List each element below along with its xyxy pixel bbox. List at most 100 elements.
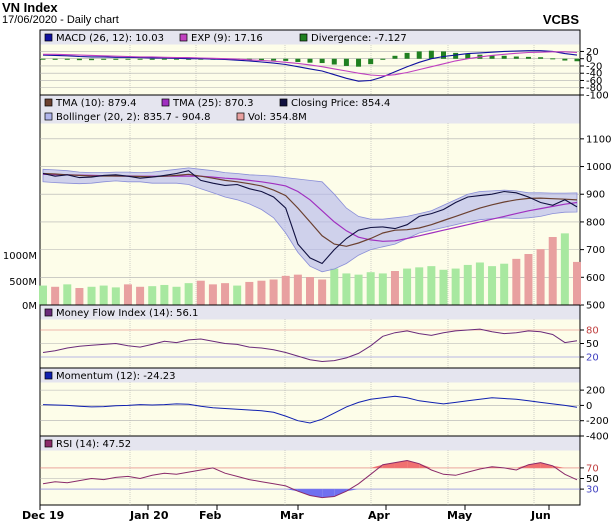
divergence-bar — [283, 58, 289, 61]
divergence-bar — [307, 58, 313, 63]
divergence-bar — [368, 58, 374, 65]
macd-tick-label: -60 — [586, 76, 602, 87]
price-tick-label: 500 — [586, 301, 605, 312]
volume-bar — [403, 268, 412, 305]
panel-mfi: 80 50 20 Money Flow Index (14): 56.1 — [39, 304, 599, 369]
rsi-legend-band — [40, 436, 580, 451]
divergence-bar — [343, 58, 349, 66]
exp-legend-label: EXP (9): 17.16 — [191, 33, 263, 44]
exp-line — [43, 51, 578, 77]
momentum-legend-swatch — [44, 371, 53, 380]
volume-bar — [500, 263, 509, 305]
divergence-bar — [271, 58, 277, 61]
volume-bar — [415, 267, 424, 305]
volume-bar — [233, 285, 242, 305]
divergence-bar — [64, 58, 70, 60]
price-tick-label: 700 — [586, 245, 605, 256]
volume-bar — [306, 277, 314, 305]
bollinger-legend-swatch — [44, 112, 53, 121]
volume-bar — [221, 283, 230, 305]
x-tick-label: Feb — [199, 509, 222, 522]
price-tick-label: 600 — [586, 273, 605, 284]
price-tick-label: 1000 — [586, 162, 611, 173]
volume-bar — [573, 261, 581, 305]
rsi-overbought-fill — [382, 462, 395, 468]
volume-bar — [524, 254, 533, 305]
volume-bar — [354, 274, 363, 305]
rsi-overbought-fill — [407, 460, 420, 468]
volume-bar — [342, 273, 351, 305]
volume-bar — [463, 264, 472, 305]
divergence-bar — [125, 58, 131, 60]
divergence-bar — [174, 58, 179, 60]
tma10-legend-swatch — [44, 98, 53, 107]
price-legend-band — [40, 95, 580, 124]
divergence-bar — [501, 55, 507, 59]
volume-bar — [548, 237, 557, 305]
volume-bar — [439, 269, 448, 305]
rsi-line — [42, 459, 578, 499]
divergence-bar — [40, 58, 46, 60]
bollinger-band — [42, 167, 578, 273]
rsi-legend-swatch — [44, 439, 53, 448]
tma25-legend-label: TMA (25): 870.3 — [172, 98, 253, 109]
rsi-oversold-fill — [310, 489, 323, 498]
volume-bar — [293, 274, 302, 305]
divergence-bar — [513, 56, 519, 59]
price-tick-label: 1100 — [586, 134, 611, 145]
divergence-bar — [89, 58, 95, 61]
divergence-bar — [380, 58, 386, 60]
x-tick-label: Apr — [368, 509, 390, 522]
chart-title: VN Index — [2, 0, 58, 15]
panel-momentum: 200 0 -200 -400 Momentum (12): -24.23 — [39, 367, 609, 443]
volume-tick-label: 0M — [22, 301, 37, 312]
volume-bar — [111, 287, 120, 305]
divergence-bar — [392, 55, 398, 59]
momentum-line — [42, 395, 578, 424]
divergence-bar — [101, 58, 107, 60]
volume-bar — [75, 288, 84, 305]
momentum-tick-label: -200 — [586, 416, 609, 427]
volume-bar — [488, 266, 497, 305]
volume-tick-label: 500M — [9, 277, 37, 288]
rsi-overbought-fill — [540, 462, 553, 468]
volume-bar — [208, 284, 217, 305]
closing-price-legend-swatch — [279, 98, 288, 107]
volume-bar — [390, 271, 399, 305]
bollinger-legend-label: Bollinger (20, 2): 835.7 - 904.8 — [56, 112, 210, 123]
divergence-bar — [404, 52, 410, 59]
volume-bar — [318, 279, 327, 305]
macd-tick-label: -100 — [586, 91, 609, 102]
divergence-bar — [489, 55, 495, 59]
volume-bar — [475, 262, 484, 305]
mfi-legend-label: Money Flow Index (14): 56.1 — [56, 308, 198, 319]
volume-bar — [51, 286, 60, 305]
volume-bar — [99, 285, 108, 305]
volume-bar — [269, 279, 278, 305]
mfi-tick-label: 20 — [586, 353, 599, 364]
divergence-bar — [550, 58, 556, 60]
divergence-bar — [137, 58, 143, 60]
x-tick-label: Jan 20 — [129, 509, 169, 522]
divergence-bar — [525, 56, 531, 59]
volume-bar — [87, 286, 96, 305]
chart-source: VCBS — [542, 12, 579, 27]
macd-tick-label: -20 — [586, 61, 602, 72]
divergence-bar — [574, 58, 580, 62]
exp-legend-swatch — [179, 33, 188, 42]
divergence-legend-label: Divergence: -7.127 — [311, 33, 407, 44]
mfi-legend-swatch — [44, 308, 53, 317]
momentum-tick-label: 0 — [586, 401, 592, 412]
chart-subtitle: 17/06/2020 - Daily chart — [2, 14, 119, 26]
x-tick-label: Jun — [530, 509, 551, 522]
divergence-bar — [246, 58, 252, 60]
macd-line — [42, 50, 578, 82]
price-tick-label: 800 — [586, 217, 605, 228]
divergence-bar — [356, 58, 362, 67]
volume-legend-swatch — [236, 112, 245, 121]
x-tick-label: Dec 19 — [22, 509, 64, 522]
volume-bar — [160, 284, 169, 305]
divergence-bar — [562, 58, 568, 61]
